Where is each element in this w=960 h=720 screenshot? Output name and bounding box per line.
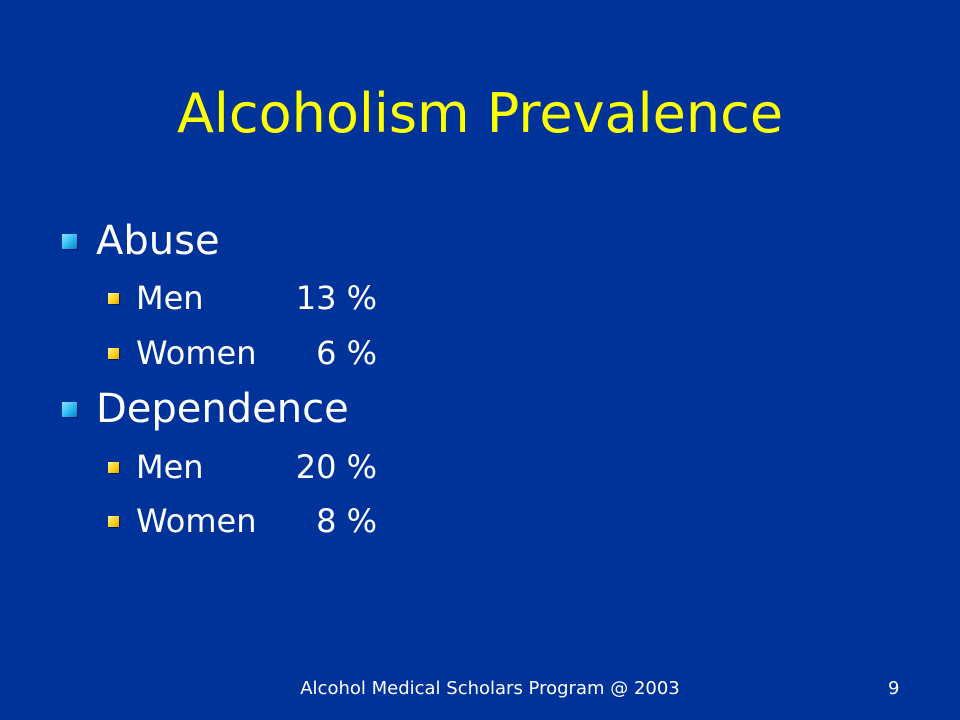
square-bullet-icon: [108, 347, 119, 359]
item-value: 20 %: [295, 448, 377, 486]
bullet-abuse-women: Women 6 %: [108, 331, 377, 375]
page-number: 9: [888, 678, 900, 699]
bullet-abuse-men: Men 13 %: [108, 276, 377, 320]
bullet-dependence: Dependence: [62, 381, 349, 437]
square-bullet-icon: [108, 515, 119, 527]
item-label: Men: [136, 279, 204, 317]
square-bullet-icon: [108, 292, 119, 304]
item-label: Women: [136, 502, 257, 540]
item-value: 13 %: [295, 279, 377, 317]
slide-footer: Alcohol Medical Scholars Program @ 2003: [300, 678, 680, 699]
item-value: 8 %: [316, 502, 377, 540]
item-value: 6 %: [316, 334, 377, 372]
slide-title: Alcoholism Prevalence: [176, 82, 784, 145]
square-bullet-icon: [62, 401, 77, 417]
square-bullet-icon: [108, 461, 119, 473]
bullet-heading: Abuse: [96, 218, 220, 264]
item-label: Women: [136, 334, 257, 372]
bullet-dependence-men: Men 20 %: [108, 445, 377, 489]
bullet-heading: Dependence: [96, 386, 349, 432]
bullet-abuse: Abuse: [62, 213, 220, 269]
square-bullet-icon: [62, 233, 77, 249]
bullet-dependence-women: Women 8 %: [108, 499, 377, 543]
item-label: Men: [136, 448, 204, 486]
